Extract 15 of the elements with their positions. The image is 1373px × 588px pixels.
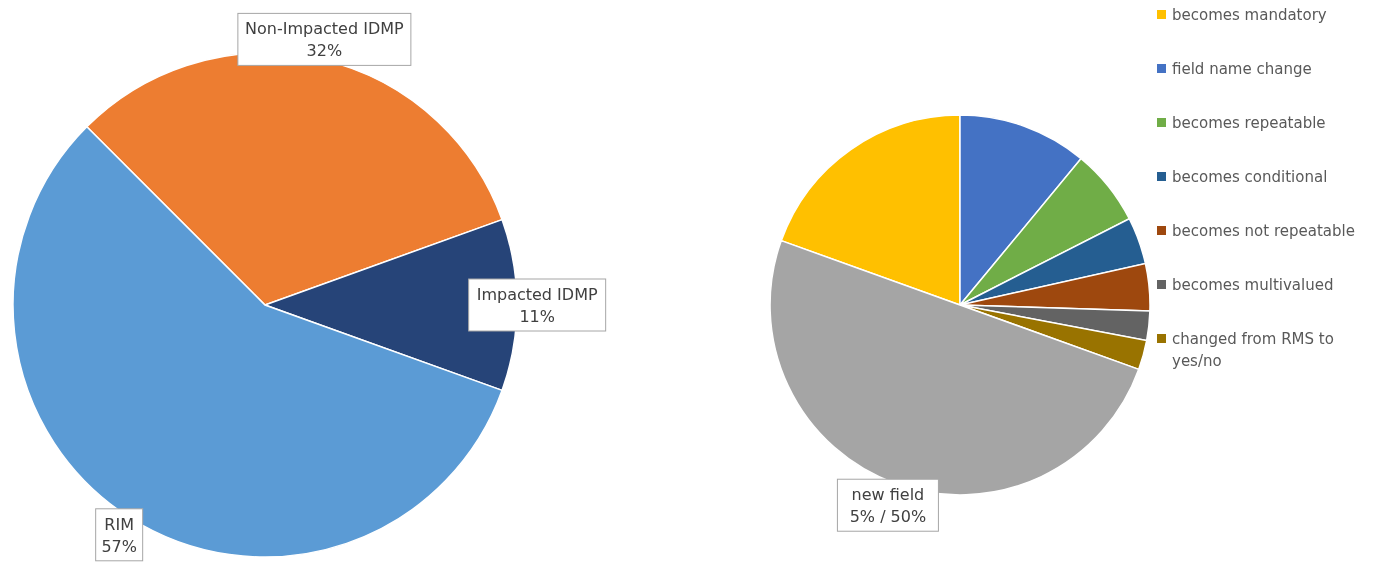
legend-label: changed from RMS to yes/no	[1172, 329, 1335, 372]
legend-label: becomes mandatory	[1172, 5, 1327, 26]
slice-label: Non-Impacted IDMP	[245, 19, 405, 39]
legend-label: becomes repeatable	[1172, 113, 1326, 134]
slice-label: new field	[851, 485, 925, 505]
legend-label: becomes multivalued	[1172, 275, 1334, 296]
data-label: 5% / 50%	[849, 507, 927, 527]
data-label: 11%	[519, 307, 555, 326]
legend-label: becomes not repeatable	[1172, 221, 1355, 242]
data-label: 32%	[306, 41, 343, 61]
legend-label: becomes conditional	[1172, 167, 1328, 188]
slice-label: Impacted IDMP	[476, 285, 598, 304]
slice-label: RIM	[104, 514, 134, 534]
data-label: 57%	[101, 536, 137, 556]
legend-label: field name change	[1172, 59, 1312, 80]
